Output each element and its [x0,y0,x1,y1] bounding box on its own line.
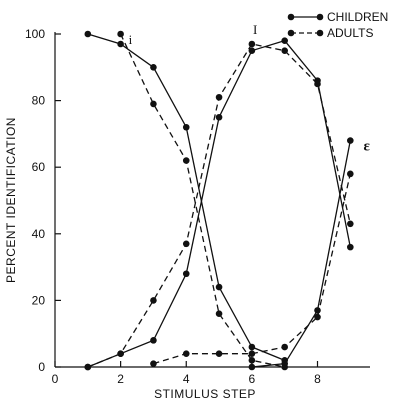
x-axis-title: STIMULUS STEP [154,387,256,401]
legend-marker [316,13,324,21]
data-point [347,220,354,228]
data-point [182,157,190,164]
data-point [215,310,223,318]
data-point [117,30,124,38]
data-point [182,123,190,131]
legend-marker [287,13,295,21]
data-point [248,47,256,54]
data-point [84,363,92,371]
series-line-children-1 [87,39,351,368]
x-tick-label: 2 [117,372,124,386]
data-point [215,283,223,291]
data-point [248,350,256,357]
series-line-adults-3 [120,33,285,368]
curve-label: i [129,32,133,47]
data-points [84,30,354,371]
data-point [281,47,288,54]
x-tick-label: 4 [183,372,190,386]
data-point [150,64,157,71]
axes [54,32,370,368]
legend-label: CHILDREN [327,10,388,24]
x-tick-label: 0 [52,372,59,386]
data-point [347,170,354,178]
data-point [248,363,256,371]
data-point [215,350,223,357]
data-point [347,243,354,251]
data-point [248,343,256,351]
y-tick-label: 100 [25,27,45,41]
data-point [150,337,157,344]
legend-marker [316,29,324,37]
data-point [84,30,92,38]
data-point [182,270,190,278]
curve-label: I [253,22,257,37]
data-point [314,307,321,314]
data-point [347,137,354,144]
data-point [117,40,124,48]
data-point [182,240,190,248]
data-point [117,350,124,357]
y-tick-label: 60 [32,160,46,174]
data-point [248,40,256,48]
legend: CHILDREN ADULTS [287,10,388,40]
data-point [314,313,321,321]
x-tick-label: 6 [249,372,256,386]
data-point [215,113,223,121]
series-line-children-0 [87,33,285,361]
legend-label: ADULTS [327,26,373,40]
y-tick-label: 40 [32,227,46,241]
y-tick-label: 0 [38,360,45,374]
series-line-adults-5 [153,173,351,365]
curve-labels: i Iε [129,22,371,155]
data-point [182,350,190,357]
x-tick-label: 8 [314,372,321,386]
data-point [150,100,157,108]
data-point [215,93,223,101]
data-point [314,80,321,88]
series-line-adults-4 [87,43,351,368]
y-axis-title: PERCENT IDENTIFICATION [4,117,18,283]
data-point [281,343,288,351]
y-tick-label: 80 [32,94,46,108]
legend-marker [287,29,295,37]
data-point [248,357,256,364]
data-point [150,297,157,304]
series-line-children-2 [251,140,351,368]
data-point [281,363,288,371]
data-point [281,37,288,44]
series-lines [87,33,351,368]
curve-label: ε [364,139,371,155]
data-point [150,360,157,367]
y-tick-label: 20 [32,293,46,307]
